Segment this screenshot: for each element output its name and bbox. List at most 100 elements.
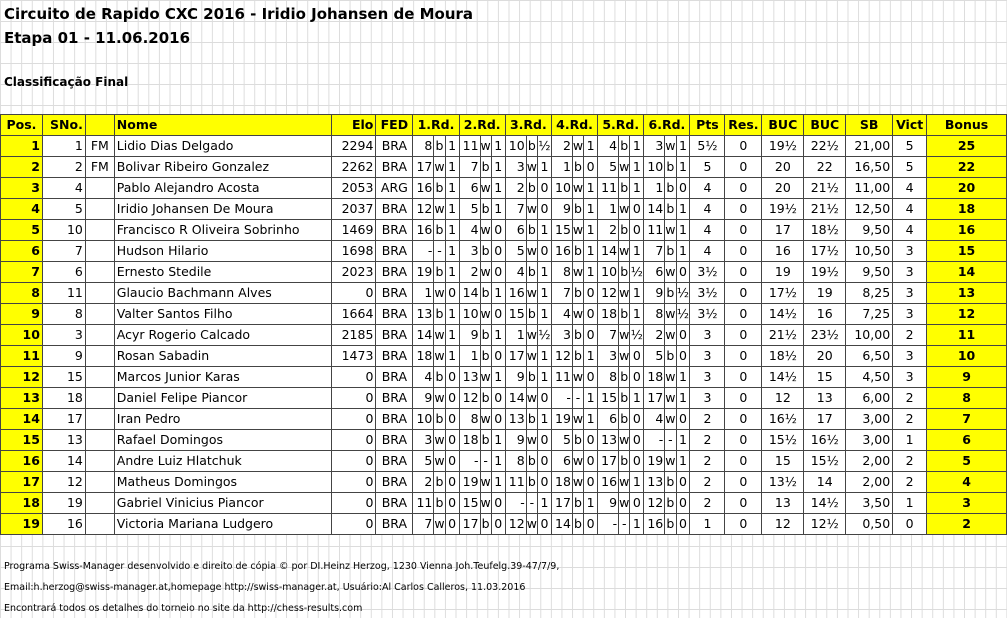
round-opponent-cell: 7	[597, 324, 620, 346]
round-color-cell: -	[479, 450, 492, 472]
round-result-cell: 1	[675, 135, 691, 157]
start-number-cell: 12	[41, 471, 86, 493]
round-opponent-cell: 7	[504, 198, 527, 220]
round-result-cell: 1	[444, 135, 460, 157]
start-number-cell: 7	[41, 240, 86, 262]
start-number-cell: 19	[41, 492, 86, 514]
elo-cell: 0	[331, 429, 377, 451]
table-row: 7 6 Ernesto Stedile 2023 BRA 19 b 1 2 w 0 4 b 1 8 w 1 10 b…	[0, 261, 1007, 283]
stage-title: Etapa 01 - 11.06.2016	[4, 29, 191, 47]
round-color-cell: w	[618, 240, 631, 262]
victories-cell: 1	[892, 492, 928, 514]
round-color-cell: w	[571, 366, 585, 388]
round-color-cell: w	[479, 177, 492, 199]
round-color-cell: w	[433, 387, 446, 409]
round-result-cell: 0	[583, 366, 599, 388]
header-round-2: 2.Rd.	[458, 114, 506, 136]
round-color-cell: w	[571, 471, 585, 493]
round-result-cell: 1	[629, 156, 645, 178]
victories-cell: 4	[892, 198, 928, 220]
round-result-cell: 1	[583, 408, 599, 430]
sonneborn-cell: 7,25	[845, 303, 894, 325]
round-color-cell: w	[664, 387, 677, 409]
buchholz-cell: 12	[761, 513, 805, 535]
round-color-cell: b	[664, 198, 677, 220]
table-row: 3 4 Pablo Alejandro Acosta 2053 ARG 16 b 1 6 w 1 2 b…	[0, 177, 1007, 199]
round-color-cell: w	[618, 282, 631, 304]
round-opponent-cell: 3	[412, 429, 435, 451]
buchholz-full-cell: 23½	[803, 324, 847, 346]
round-opponent-cell: 1	[458, 345, 481, 367]
rank-cell: 5	[0, 219, 43, 241]
player-name-cell: Acyr Rogerio Calcado	[113, 324, 333, 346]
bonus-cell: 6	[926, 429, 1007, 451]
round-result-cell: 1	[536, 156, 552, 178]
header-sb: SB	[845, 114, 894, 136]
round-result-cell: 1	[490, 366, 506, 388]
elo-cell: 2023	[331, 261, 377, 283]
player-title-cell: FM	[84, 156, 115, 178]
sonneborn-cell: 3,00	[845, 429, 894, 451]
points-cell: 3	[689, 387, 726, 409]
player-title-cell	[84, 219, 115, 241]
round-opponent-cell: 3	[643, 135, 666, 157]
header-pos: Pos.	[0, 114, 43, 136]
round-opponent-cell: 12	[643, 492, 666, 514]
round-color-cell: w	[479, 135, 492, 157]
table-row: 14 17 Iran Pedro 0 BRA 10 b 0 8 w 0 13 b 1 19 w 1 6 b 0 4 w 0 2…	[0, 408, 1007, 430]
round-color-cell: b	[479, 282, 492, 304]
round-opponent-cell: 8	[597, 366, 620, 388]
round-result-cell: 0	[583, 156, 599, 178]
round-opponent-cell: 14	[550, 513, 573, 535]
bonus-cell: 9	[926, 366, 1007, 388]
round-result-cell: 0	[675, 324, 691, 346]
round-color-cell: b	[433, 219, 446, 241]
res-cell: 0	[724, 366, 763, 388]
round-result-cell: 0	[490, 303, 506, 325]
round-result-cell: 1	[490, 198, 506, 220]
buchholz-full-cell: 22	[803, 156, 847, 178]
round-opponent-cell: 9	[597, 492, 620, 514]
round-color-cell: b	[433, 471, 446, 493]
bonus-cell: 10	[926, 345, 1007, 367]
round-color-cell: b	[571, 429, 585, 451]
bonus-cell: 4	[926, 471, 1007, 493]
table-row: 18 19 Gabriel Vinicius Piancor 0 BRA 11 b 0 15 w 0…	[0, 492, 1007, 514]
header-round-1: 1.Rd.	[412, 114, 460, 136]
round-result-cell: 1	[444, 219, 460, 241]
round-result-cell: 0	[629, 429, 645, 451]
start-number-cell: 6	[41, 261, 86, 283]
round-color-cell: w	[479, 471, 492, 493]
round-color-cell: b	[618, 450, 631, 472]
federation-cell: BRA	[375, 429, 414, 451]
buchholz-full-cell: 15½	[803, 450, 847, 472]
buchholz-full-cell: 18½	[803, 219, 847, 241]
federation-cell: BRA	[375, 324, 414, 346]
round-opponent-cell: 9	[643, 282, 666, 304]
round-color-cell: b	[618, 408, 631, 430]
round-opponent-cell: 16	[504, 282, 527, 304]
round-color-cell: w	[571, 408, 585, 430]
buchholz-full-cell: 19½	[803, 261, 847, 283]
round-result-cell: 0	[490, 345, 506, 367]
round-color-cell: -	[433, 240, 446, 262]
round-opponent-cell: 4	[597, 135, 620, 157]
points-cell: 3	[689, 366, 726, 388]
round-opponent-cell: 12	[458, 387, 481, 409]
round-color-cell: b	[618, 135, 631, 157]
round-result-cell: 1	[583, 198, 599, 220]
round-color-cell: b	[525, 366, 538, 388]
round-result-cell: 1	[583, 135, 599, 157]
round-result-cell: 0	[444, 450, 460, 472]
round-result-cell: 0	[490, 387, 506, 409]
victories-cell: 2	[892, 324, 928, 346]
round-result-cell: 0	[675, 408, 691, 430]
round-result-cell: 1	[629, 471, 645, 493]
elo-cell: 0	[331, 450, 377, 472]
buchholz-cell: 14½	[761, 366, 805, 388]
sonneborn-cell: 2,00	[845, 471, 894, 493]
header-vict: Vict	[892, 114, 928, 136]
round-opponent-cell: 14	[412, 324, 435, 346]
elo-cell: 0	[331, 282, 377, 304]
rank-cell: 18	[0, 492, 43, 514]
